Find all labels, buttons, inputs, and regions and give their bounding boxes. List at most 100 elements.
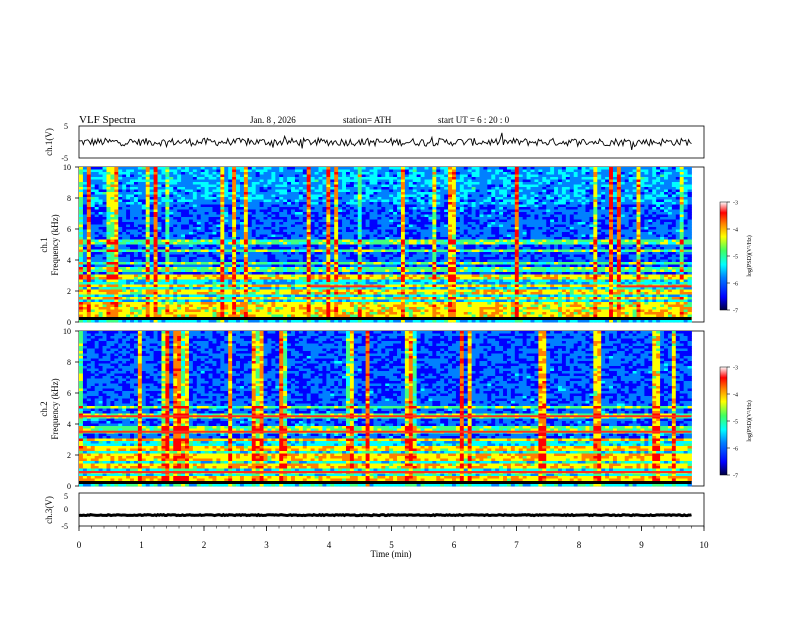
heatmap-cell: [581, 197, 586, 200]
heatmap-cell: [283, 199, 288, 203]
heatmap-cell: [452, 192, 457, 195]
heatmap-cell: [177, 244, 182, 248]
heatmap-cell: [318, 232, 323, 235]
heatmap-cell: [656, 189, 661, 193]
heatmap-cell: [499, 179, 504, 183]
heatmap-cell: [487, 199, 492, 203]
heatmap-cell: [585, 224, 590, 228]
heatmap-cell: [530, 207, 535, 210]
heatmap-cell: [644, 192, 649, 195]
heatmap-cell: [648, 212, 653, 215]
heatmap-cell: [628, 202, 634, 205]
heatmap-cell: [330, 184, 335, 188]
heatmap-cell: [565, 189, 571, 193]
heatmap-cell: [243, 229, 249, 233]
heatmap-cell: [624, 239, 630, 243]
heatmap-cell: [86, 207, 92, 210]
heatmap-cell: [660, 209, 665, 213]
heatmap-cell: [652, 182, 657, 185]
heatmap-cell: [471, 197, 476, 200]
heatmap-cell: [314, 244, 319, 248]
heatmap-cell: [177, 187, 182, 190]
heatmap-cell: [389, 234, 394, 238]
heatmap-cell: [181, 192, 186, 195]
heatmap-cell: [165, 219, 170, 223]
heatmap-cell: [660, 227, 665, 230]
heatmap-cell: [589, 209, 594, 213]
heatmap-cell: [648, 172, 653, 175]
heatmap-cell: [247, 237, 253, 240]
heatmap-cell: [361, 169, 367, 173]
heatmap-cell: [196, 229, 202, 233]
heatmap-cell: [157, 167, 162, 170]
heatmap-cell: [420, 192, 425, 195]
heatmap-cell: [310, 204, 315, 208]
heatmap-cell: [243, 232, 249, 235]
heatmap-cell: [565, 229, 571, 233]
heatmap-cell: [628, 237, 634, 240]
heatmap-cell: [314, 239, 319, 243]
heatmap-cell: [247, 189, 253, 193]
heatmap-cell: [499, 239, 504, 243]
heatmap-cell: [291, 209, 296, 213]
heatmap-cell: [318, 172, 323, 175]
heatmap-cell: [506, 242, 512, 245]
heatmap-cell: [102, 237, 107, 240]
heatmap-cell: [491, 214, 496, 218]
heatmap-cell: [522, 237, 527, 240]
heatmap-cell: [79, 212, 84, 215]
heatmap-cell: [208, 202, 213, 205]
heatmap-cell: [349, 202, 355, 205]
heatmap-cell: [145, 239, 151, 243]
heatmap-cell: [444, 204, 449, 208]
heatmap-cell: [330, 172, 335, 175]
heatmap-cell: [353, 222, 359, 225]
heatmap-cell: [294, 224, 300, 228]
heatmap-cell: [554, 229, 559, 233]
heatmap-cell: [463, 242, 469, 245]
heatmap-cell: [605, 219, 610, 223]
heatmap-cell: [338, 209, 343, 213]
heatmap-cell: [141, 217, 147, 220]
heatmap-cell: [204, 219, 209, 223]
heatmap-cell: [400, 222, 406, 225]
heatmap-cell: [122, 192, 127, 195]
heatmap-cell: [357, 194, 363, 198]
heatmap-cell: [518, 227, 524, 230]
heatmap-cell: [79, 224, 84, 228]
heatmap-cell: [452, 232, 457, 235]
heatmap-cell: [287, 219, 292, 223]
heatmap-cell: [612, 239, 618, 243]
heatmap-cell: [322, 167, 327, 170]
heatmap-cell: [86, 202, 92, 205]
heatmap-cell: [471, 189, 476, 193]
ch1-waveform-panel: 5 -5 ch.1(V): [44, 122, 705, 163]
heatmap-cell: [314, 217, 319, 220]
heatmap-cell: [369, 174, 374, 178]
heatmap-cell: [310, 182, 315, 185]
heatmap-cell: [94, 192, 100, 195]
heatmap-cell: [616, 232, 622, 235]
heatmap-cell: [90, 167, 96, 170]
heatmap-cell: [652, 234, 657, 238]
heatmap-cell: [255, 189, 261, 193]
heatmap-cell: [542, 244, 547, 248]
heatmap-cell: [220, 237, 225, 240]
heatmap-cell: [247, 222, 253, 225]
heatmap-cell: [291, 179, 296, 183]
heatmap-cell: [585, 214, 590, 218]
heatmap-cell: [404, 234, 410, 238]
heatmap-cell: [110, 192, 115, 195]
heatmap-cell: [220, 197, 225, 200]
heatmap-cell: [467, 199, 473, 203]
heatmap-cell: [499, 204, 504, 208]
heatmap-cell: [526, 197, 531, 200]
heatmap-cell: [436, 194, 441, 198]
heatmap-cell: [479, 242, 484, 245]
heatmap-cell: [224, 172, 229, 175]
heatmap-cell: [640, 224, 645, 228]
heatmap-cell: [612, 192, 618, 195]
heatmap-cell: [491, 199, 496, 203]
heatmap-cell: [236, 169, 241, 173]
heatmap-cell: [196, 214, 202, 218]
